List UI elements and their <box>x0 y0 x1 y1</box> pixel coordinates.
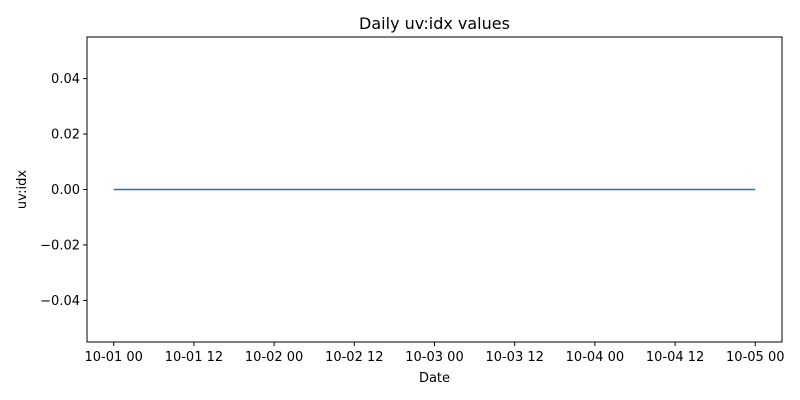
y-tick-label: 0.04 <box>51 72 80 87</box>
x-tick-label: 10-01 00 <box>85 350 143 365</box>
y-tick-label: 0.02 <box>51 128 80 143</box>
x-tick-label: 10-04 12 <box>646 350 704 365</box>
y-tick-label: −0.04 <box>40 294 80 309</box>
y-tick-label: −0.02 <box>40 238 80 253</box>
x-tick-label: 10-02 12 <box>325 350 383 365</box>
x-tick-label: 10-01 12 <box>165 350 223 365</box>
x-tick-label: 10-02 00 <box>245 350 303 365</box>
chart-title: Daily uv:idx values <box>359 14 510 33</box>
y-axis-label: uv:idx <box>15 170 30 209</box>
x-tick-label: 10-03 12 <box>485 350 543 365</box>
x-tick-label: 10-03 00 <box>405 350 463 365</box>
x-tick-label: 10-05 00 <box>726 350 784 365</box>
x-axis-label: Date <box>419 371 450 386</box>
x-tick-label: 10-04 00 <box>566 350 624 365</box>
y-tick-label: 0.00 <box>51 183 80 198</box>
